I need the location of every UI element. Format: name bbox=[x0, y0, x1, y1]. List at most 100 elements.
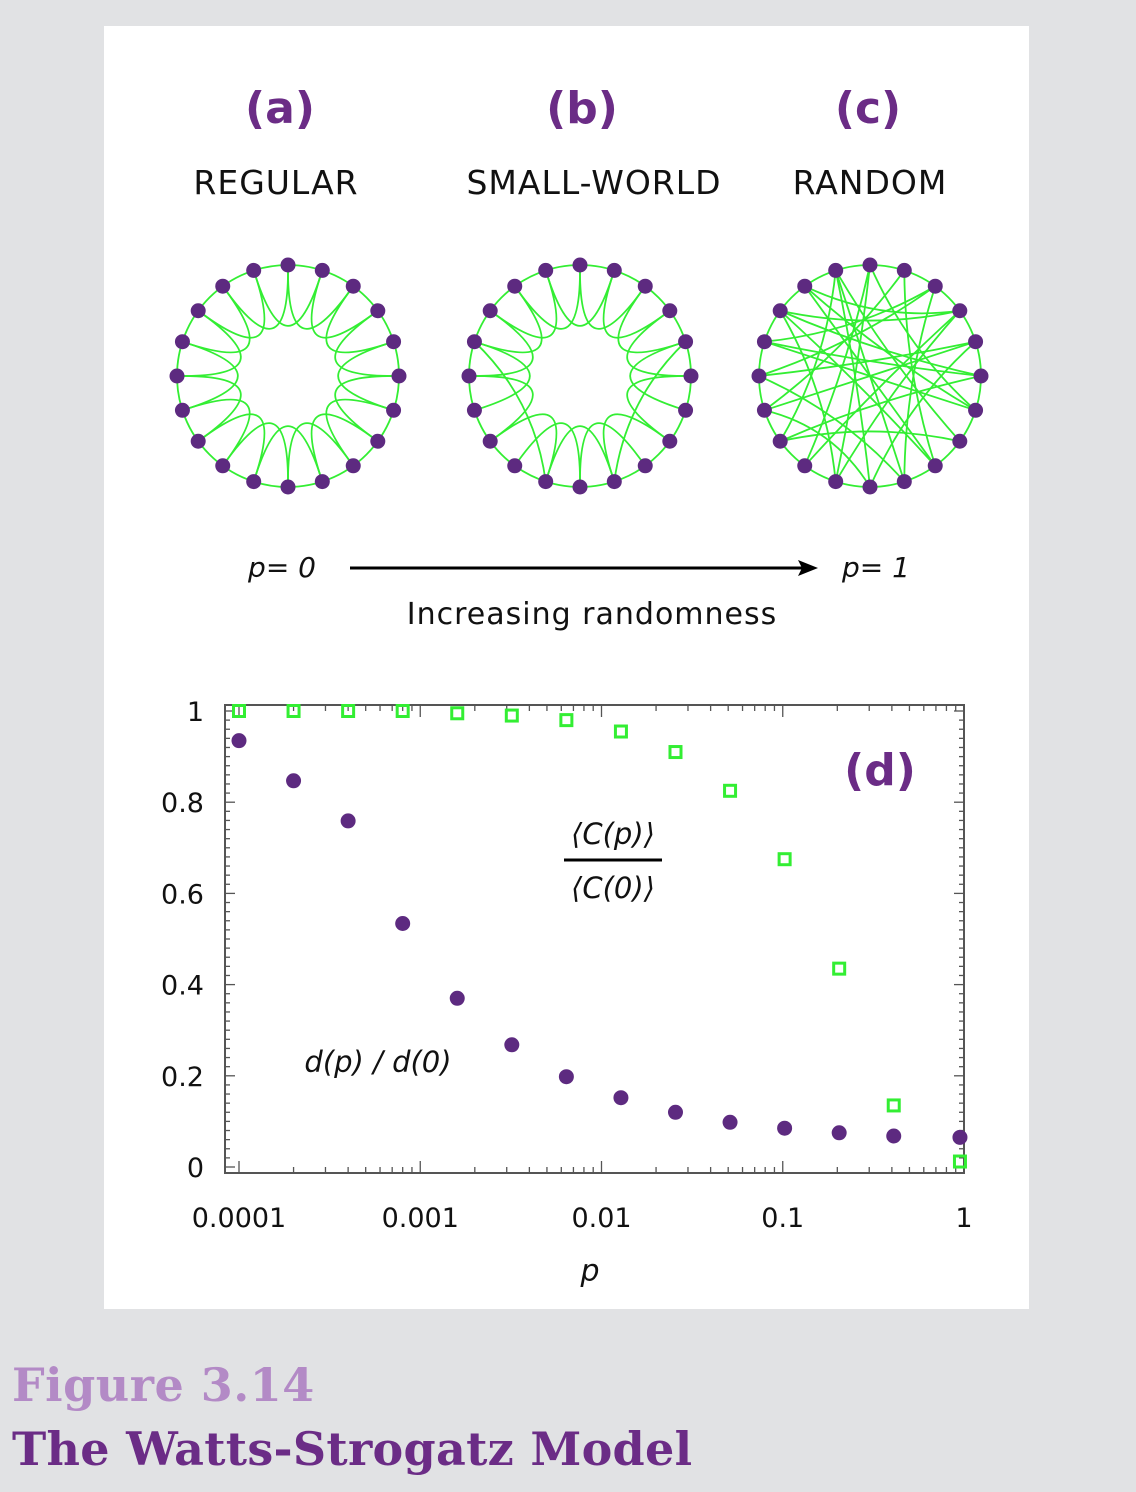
network-node bbox=[896, 474, 912, 490]
x-tick-label: 0.01 bbox=[571, 1203, 631, 1234]
network-node bbox=[772, 303, 788, 319]
network-edge bbox=[804, 285, 960, 315]
network-node bbox=[507, 458, 523, 474]
network-edge bbox=[779, 310, 936, 467]
arrow-head bbox=[798, 560, 818, 576]
distance-point bbox=[340, 813, 356, 829]
network-edge bbox=[780, 309, 960, 322]
network-node bbox=[345, 458, 361, 474]
network-node bbox=[386, 334, 402, 350]
network-node bbox=[314, 262, 330, 278]
network-edge bbox=[613, 341, 687, 482]
clustering-point bbox=[668, 745, 683, 760]
network-edge bbox=[468, 310, 534, 377]
clustering-point bbox=[559, 713, 574, 728]
distance-point bbox=[395, 915, 411, 931]
arrow-caption: Increasing randomness bbox=[407, 597, 778, 632]
network-edge bbox=[779, 309, 982, 377]
network-node bbox=[896, 262, 912, 278]
clustering-point bbox=[286, 704, 301, 718]
network-edge bbox=[758, 285, 936, 377]
network-edge bbox=[602, 413, 671, 482]
random-network bbox=[751, 257, 989, 495]
network-node bbox=[606, 474, 622, 490]
clustering-point bbox=[832, 961, 847, 976]
y-tick-label: 0.8 bbox=[161, 788, 204, 819]
network-node bbox=[190, 303, 206, 319]
figure-title: The Watts-Strogatz Model bbox=[12, 1422, 693, 1476]
network-edge bbox=[544, 270, 616, 327]
distance-series bbox=[231, 733, 968, 1145]
network-edge bbox=[252, 425, 324, 482]
network-edge bbox=[514, 422, 581, 488]
network-node bbox=[968, 334, 984, 350]
distance-point bbox=[831, 1125, 847, 1141]
network-node bbox=[637, 278, 653, 294]
network-edge bbox=[474, 285, 543, 354]
network-node bbox=[345, 278, 361, 294]
network-edge bbox=[473, 341, 547, 482]
network-edge bbox=[468, 375, 534, 442]
panel-b-label: SMALL-WORLD bbox=[466, 163, 721, 202]
clustering-point bbox=[232, 704, 246, 718]
panel-a-label: REGULAR bbox=[193, 163, 358, 202]
network-node bbox=[538, 262, 554, 278]
network-edge bbox=[803, 264, 871, 467]
network-node bbox=[370, 303, 386, 319]
network-node bbox=[174, 334, 190, 350]
network-node bbox=[466, 334, 482, 350]
network-node bbox=[662, 303, 678, 319]
network-node bbox=[797, 458, 813, 474]
clustering-point bbox=[613, 724, 628, 739]
network-node bbox=[952, 303, 968, 319]
network-node bbox=[756, 334, 772, 350]
distance-point bbox=[886, 1128, 902, 1144]
network-node bbox=[466, 402, 482, 418]
network-edge bbox=[834, 269, 961, 442]
network-node bbox=[280, 257, 296, 273]
network-edge bbox=[222, 422, 289, 488]
network-node bbox=[169, 368, 185, 384]
network-edge bbox=[579, 264, 646, 330]
network-node bbox=[391, 368, 407, 384]
distance-point bbox=[667, 1104, 683, 1120]
distance-point bbox=[558, 1069, 574, 1085]
network-edge bbox=[579, 422, 646, 488]
network-node bbox=[215, 278, 231, 294]
network-edge bbox=[325, 398, 394, 467]
figure-number: Figure 3.14 bbox=[12, 1358, 315, 1412]
panel-c-label: RANDOM bbox=[793, 163, 948, 202]
axis-ticks bbox=[225, 705, 965, 1173]
y-tick-label: 0.4 bbox=[161, 971, 204, 1002]
distance-point bbox=[449, 990, 465, 1006]
network-edge bbox=[287, 422, 354, 488]
network-edge bbox=[310, 413, 379, 482]
x-tick-label: 0.0001 bbox=[192, 1203, 286, 1234]
y-tick-labels: 0 0.2 0.4 0.6 0.8 1 bbox=[161, 697, 204, 1184]
distance-point bbox=[504, 1037, 520, 1053]
y-tick-label: 0.6 bbox=[161, 879, 204, 910]
network-edge bbox=[334, 310, 400, 377]
distance-series-label: d(p) / d(0) bbox=[304, 1045, 451, 1079]
network-edge bbox=[182, 340, 239, 412]
network-edge bbox=[197, 270, 266, 339]
distance-point bbox=[286, 773, 302, 789]
network-node bbox=[482, 433, 498, 449]
network-node bbox=[756, 402, 772, 418]
network-edge bbox=[602, 270, 671, 339]
x-axis-label: p bbox=[579, 1254, 599, 1289]
network-node bbox=[968, 402, 984, 418]
y-tick-label: 1 bbox=[187, 697, 204, 728]
network-edge bbox=[779, 270, 837, 442]
distance-point bbox=[722, 1114, 738, 1130]
panel-b-letter: (b) bbox=[546, 83, 618, 134]
network-node bbox=[683, 368, 699, 384]
ring-edge bbox=[176, 264, 400, 488]
network-node bbox=[678, 402, 694, 418]
clustering-point bbox=[504, 708, 519, 723]
network-edge bbox=[182, 398, 251, 467]
network-edge bbox=[474, 340, 531, 412]
network-node bbox=[280, 479, 296, 495]
network-edge bbox=[325, 285, 394, 354]
network-edge bbox=[489, 270, 558, 339]
